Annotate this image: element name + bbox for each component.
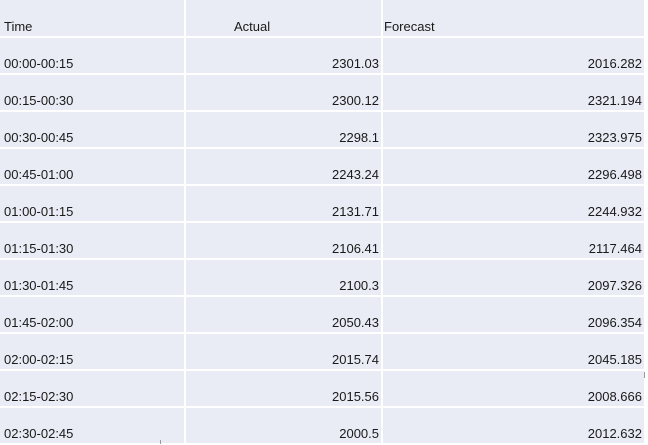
cell-forecast[interactable]: 2323.975 — [382, 111, 646, 149]
table-row: 02:00-02:15 2015.74 2045.185 — [0, 333, 646, 371]
cell-forecast[interactable]: 2045.185 — [382, 333, 646, 371]
table-row: 00:45-01:00 2243.24 2296.498 — [0, 148, 646, 186]
cell-time[interactable]: 01:15-01:30 — [0, 222, 186, 260]
table-row: 00:30-00:45 2298.1 2323.975 — [0, 111, 646, 149]
table-row: 01:45-02:00 2050.43 2096.354 — [0, 296, 646, 334]
cell-time[interactable]: 00:30-00:45 — [0, 111, 186, 149]
cell-time[interactable]: 01:30-01:45 — [0, 259, 186, 297]
cell-forecast[interactable]: 2008.666 — [382, 370, 646, 408]
cell-time[interactable]: 02:00-02:15 — [0, 333, 186, 371]
cell-forecast[interactable]: 2321.194 — [382, 74, 646, 112]
cell-time[interactable]: 01:45-02:00 — [0, 296, 186, 334]
cell-forecast[interactable]: 2244.932 — [382, 185, 646, 223]
cell-forecast[interactable]: 2016.282 — [382, 37, 646, 75]
cell-forecast[interactable]: 2296.498 — [382, 148, 646, 186]
cell-actual[interactable]: 2106.41 — [185, 222, 383, 260]
cell-actual[interactable]: 2298.1 — [185, 111, 383, 149]
table-row: 02:30-02:45 2000.5 2012.632 — [0, 407, 646, 445]
cell-time[interactable]: 01:00-01:15 — [0, 185, 186, 223]
cell-actual[interactable]: 2015.56 — [185, 370, 383, 408]
divider-tick-mark — [644, 372, 645, 378]
column-header-forecast[interactable]: Forecast — [382, 0, 646, 38]
column-header-actual[interactable]: Actual — [185, 0, 383, 38]
cell-actual[interactable]: 2015.74 — [185, 333, 383, 371]
cell-time[interactable]: 00:00-00:15 — [0, 37, 186, 75]
cell-time[interactable]: 02:30-02:45 — [0, 407, 186, 445]
cell-actual[interactable]: 2100.3 — [185, 259, 383, 297]
cell-actual[interactable]: 2300.12 — [185, 74, 383, 112]
cell-forecast[interactable]: 2097.326 — [382, 259, 646, 297]
cell-time[interactable]: 00:15-00:30 — [0, 74, 186, 112]
cell-forecast[interactable]: 2012.632 — [382, 407, 646, 445]
table-row: 02:15-02:30 2015.56 2008.666 — [0, 370, 646, 408]
cell-time[interactable]: 00:45-01:00 — [0, 148, 186, 186]
cell-actual[interactable]: 2000.5 — [185, 407, 383, 445]
table-row: 00:15-00:30 2300.12 2321.194 — [0, 74, 646, 112]
cell-forecast[interactable]: 2096.354 — [382, 296, 646, 334]
cell-actual[interactable]: 2243.24 — [185, 148, 383, 186]
table-row: 01:30-01:45 2100.3 2097.326 — [0, 259, 646, 297]
table-row: 01:15-01:30 2106.41 2117.464 — [0, 222, 646, 260]
cell-actual[interactable]: 2050.43 — [185, 296, 383, 334]
divider-tick-mark — [160, 440, 161, 444]
column-header-time[interactable]: Time — [0, 0, 186, 38]
table-header-row: Time Actual Forecast — [0, 0, 646, 38]
cell-forecast[interactable]: 2117.464 — [382, 222, 646, 260]
cell-actual[interactable]: 2301.03 — [185, 37, 383, 75]
cell-actual[interactable]: 2131.71 — [185, 185, 383, 223]
cell-time[interactable]: 02:15-02:30 — [0, 370, 186, 408]
table-row: 00:00-00:15 2301.03 2016.282 — [0, 37, 646, 75]
table-row: 01:00-01:15 2131.71 2244.932 — [0, 185, 646, 223]
